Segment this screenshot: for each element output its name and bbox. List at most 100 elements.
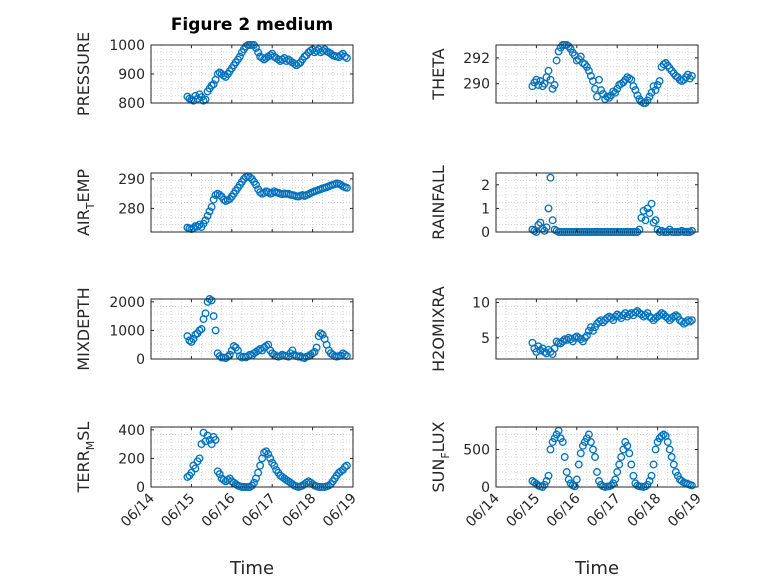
rainfall-point	[542, 223, 551, 232]
theta-point	[633, 91, 642, 100]
h2omixra-point	[599, 318, 608, 327]
air-temp-point	[342, 183, 351, 192]
rainfall-ytick-label: 0	[481, 225, 490, 241]
sun-flux-xtick-label: 06/19	[665, 491, 705, 531]
air-temp-point	[207, 202, 216, 211]
sun-flux-point	[629, 471, 638, 480]
rainfall-ylabel: RAINFALL	[429, 165, 448, 240]
terr-msl-point	[264, 450, 273, 459]
theta-point	[683, 70, 692, 79]
sun-flux-point	[651, 445, 660, 454]
rainfall-point	[635, 225, 644, 234]
sun-flux-axes-box	[495, 426, 699, 488]
sun-flux-point	[677, 477, 686, 485]
h2omixra-point	[536, 346, 545, 355]
theta-ytick-label: 292	[463, 51, 490, 67]
sun-flux-point	[584, 430, 593, 439]
air-temp-ytick-label: 280	[118, 201, 145, 217]
theta-point	[629, 82, 638, 91]
h2omixra-point	[534, 342, 543, 351]
sun-flux-point	[574, 460, 583, 469]
theta-point	[546, 75, 555, 84]
terr-msl-point	[340, 463, 349, 471]
theta-point	[611, 88, 620, 97]
air-temp-ylabel: AIRTEMP	[74, 169, 97, 236]
air-temp-point	[246, 173, 254, 182]
air-temp-point	[336, 180, 345, 189]
h2omixra-ylabel: H2OMIXRA	[429, 286, 448, 372]
sun-flux-point	[641, 482, 650, 491]
theta-axes-box	[495, 44, 699, 104]
pressure-point	[342, 54, 351, 62]
terr-msl-point	[342, 461, 351, 470]
terr-msl-xtick-label: 06/18	[280, 491, 320, 531]
sun-flux-point	[659, 430, 668, 439]
sun-flux-point	[558, 438, 567, 446]
theta-point	[655, 77, 664, 86]
rainfall-point	[687, 226, 696, 235]
theta-point	[687, 71, 696, 80]
pressure-ytick-label: 900	[118, 67, 145, 83]
sun-flux-ytick-label: 0	[481, 480, 490, 496]
terr-msl-point	[207, 440, 216, 449]
sun-flux-point	[586, 438, 595, 446]
theta-point	[649, 82, 658, 91]
terr-msl-point	[256, 461, 265, 470]
sun-flux-xtick-label: 06/18	[625, 491, 665, 531]
air-temp-point	[205, 207, 214, 216]
h2omixra-point	[550, 344, 559, 353]
theta-point	[643, 96, 652, 105]
mixdepth-axes-box	[150, 298, 354, 360]
x-axis-label: Time	[574, 558, 619, 579]
sun-flux-point	[593, 468, 601, 476]
sun-flux-xtick-label: 06/17	[584, 491, 624, 531]
h2omixra-point	[615, 311, 624, 320]
rainfall-point	[645, 209, 654, 218]
pressure-point	[326, 49, 335, 58]
terr-msl-point	[270, 461, 279, 470]
terr-msl-ylabel: TERRMSL	[74, 422, 97, 494]
mixdepth-point	[209, 312, 218, 321]
mixdepth-markers	[183, 295, 351, 363]
rainfall-ytick-label: 1	[481, 201, 490, 217]
h2omixra-ytick-label: 5	[481, 331, 490, 347]
sun-flux-xtick-label: 06/16	[544, 490, 584, 530]
rainfall-panel: 0 1 2 RAINFALL	[429, 165, 699, 241]
h2omixra-panel: 5 10 H2OMIXRA	[429, 286, 699, 372]
sun-flux-point	[570, 482, 579, 491]
theta-point	[566, 44, 575, 53]
mixdepth-point	[288, 346, 297, 355]
chart-title: Figure 2 medium	[171, 15, 333, 35]
air-temp-markers	[183, 172, 351, 234]
sun-flux-point	[589, 445, 597, 454]
theta-point	[597, 86, 605, 95]
rainfall-point	[643, 204, 652, 213]
terr-msl-axes-box	[150, 426, 354, 488]
mixdepth-ytick-label: 2000	[109, 295, 145, 311]
mixdepth-point	[207, 296, 216, 305]
terr-msl-point	[260, 448, 269, 457]
terr-msl-xtick-label: 06/16	[199, 490, 239, 530]
h2omixra-point	[685, 317, 694, 326]
theta-panel: 290 292 THETA	[429, 41, 699, 107]
rainfall-grid	[496, 173, 698, 232]
terr-msl-point	[266, 454, 275, 463]
mixdepth-point	[300, 354, 309, 363]
pressure-point	[340, 52, 349, 61]
terr-msl-ytick-label: 400	[118, 423, 145, 439]
sun-flux-point	[667, 453, 676, 461]
mixdepth-panel: 0 1000 2000 MIXDEPTH	[74, 287, 354, 371]
sun-flux-ytick-label: 500	[463, 443, 490, 459]
sun-flux-point	[595, 477, 603, 485]
x-axis-label: Time	[229, 558, 274, 579]
theta-point	[544, 66, 553, 75]
terr-msl-point	[211, 435, 220, 444]
theta-point	[613, 84, 622, 93]
sun-flux-ylabel: SUNFLUX	[429, 421, 452, 492]
sun-flux-point	[560, 453, 569, 461]
air-temp-point	[225, 195, 234, 203]
sun-flux-xtick-label: 06/15	[503, 491, 543, 531]
theta-point	[653, 81, 662, 89]
sun-flux-point	[576, 449, 585, 458]
